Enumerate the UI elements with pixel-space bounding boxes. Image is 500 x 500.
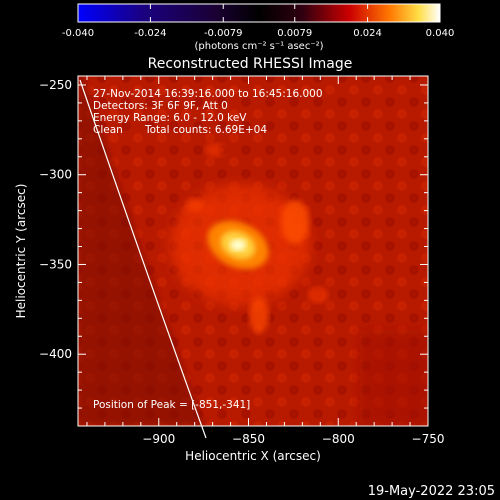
colorbar-tick-label-2: -0.0079 [204, 28, 243, 39]
footer-timestamp: 19-May-2022 23:05 [368, 484, 495, 499]
annotation-detectors: Detectors: 3F 6F 9F, Att 0 [93, 100, 228, 112]
heatmap-image [78, 76, 428, 426]
colorbar-tick-label-4: 0.024 [353, 28, 382, 39]
colorbar-tick-labels: -0.040 -0.024 -0.0079 0.0079 0.024 0.040 [62, 28, 454, 39]
annotation-method: Clean [93, 124, 123, 136]
plot-frame [77, 75, 429, 427]
x-tick-label-2: −800 [322, 432, 355, 446]
solar-limb-line [79, 79, 207, 439]
colorbar-tick-label-1: -0.024 [134, 28, 166, 39]
x-axis-ticks [86, 76, 429, 426]
annotation-energy: Energy Range: 6.0 - 12.0 keV [93, 112, 247, 124]
colorbar-unit-label: (photons cm⁻² s⁻¹ asec⁻²) [194, 41, 323, 52]
colorbar-tick-label-5: 0.040 [426, 28, 455, 39]
y-tick-label-3: −400 [39, 347, 72, 361]
annotation-peak-position: Position of Peak = [-851,-341] [93, 399, 250, 411]
x-tick-label-1: −850 [232, 432, 265, 446]
x-tick-label-3: −750 [412, 432, 445, 446]
y-tick-label-1: −300 [39, 168, 72, 182]
colorbar-tick-label-3: 0.0079 [277, 28, 312, 39]
x-axis-tick-labels: −900 −850 −800 −750 [142, 432, 444, 446]
chart-title: Reconstructed RHESSI Image [148, 56, 353, 72]
colorbar [77, 3, 441, 23]
y-tick-label-2: −350 [39, 257, 72, 271]
y-axis-tick-labels: −250 −300 −350 −400 [39, 78, 72, 361]
annotation-time-range: 27-Nov-2014 16:39:16.000 to 16:45:16.000 [93, 88, 323, 100]
x-axis-label: Heliocentric X (arcsec) [185, 449, 321, 463]
y-axis-label: Heliocentric Y (arcsec) [14, 184, 28, 319]
annotation-counts: Total counts: 6.69E+04 [144, 124, 267, 136]
y-tick-label-0: −250 [39, 78, 72, 92]
y-axis-ticks [78, 84, 428, 427]
colorbar-ticks [77, 4, 441, 22]
colorbar-tick-label-0: -0.040 [62, 28, 94, 39]
x-tick-label-0: −900 [142, 432, 175, 446]
